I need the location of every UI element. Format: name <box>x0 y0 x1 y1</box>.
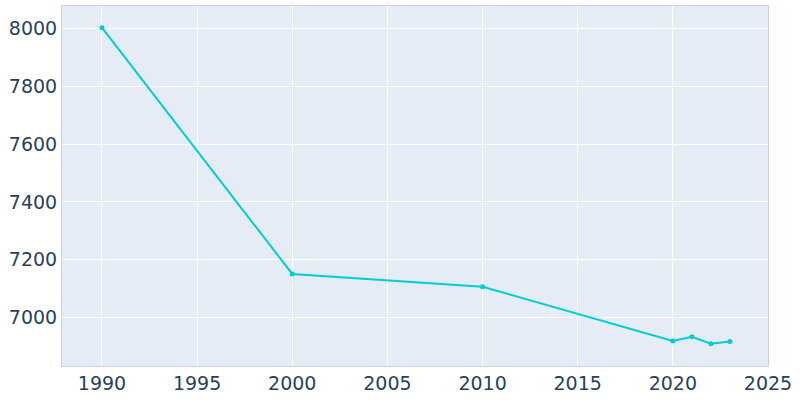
svg-text:1995: 1995 <box>173 372 221 394</box>
svg-text:8000: 8000 <box>9 17 57 39</box>
svg-text:2015: 2015 <box>554 372 602 394</box>
svg-text:7800: 7800 <box>9 75 57 97</box>
svg-text:7600: 7600 <box>9 133 57 155</box>
svg-text:2025: 2025 <box>744 372 792 394</box>
svg-text:2000: 2000 <box>268 372 316 394</box>
svg-text:1990: 1990 <box>78 372 126 394</box>
svg-text:2005: 2005 <box>363 372 411 394</box>
svg-text:7400: 7400 <box>9 191 57 213</box>
svg-text:7000: 7000 <box>9 306 57 328</box>
svg-text:2020: 2020 <box>649 372 697 394</box>
svg-text:7200: 7200 <box>9 248 57 270</box>
svg-text:2010: 2010 <box>458 372 506 394</box>
